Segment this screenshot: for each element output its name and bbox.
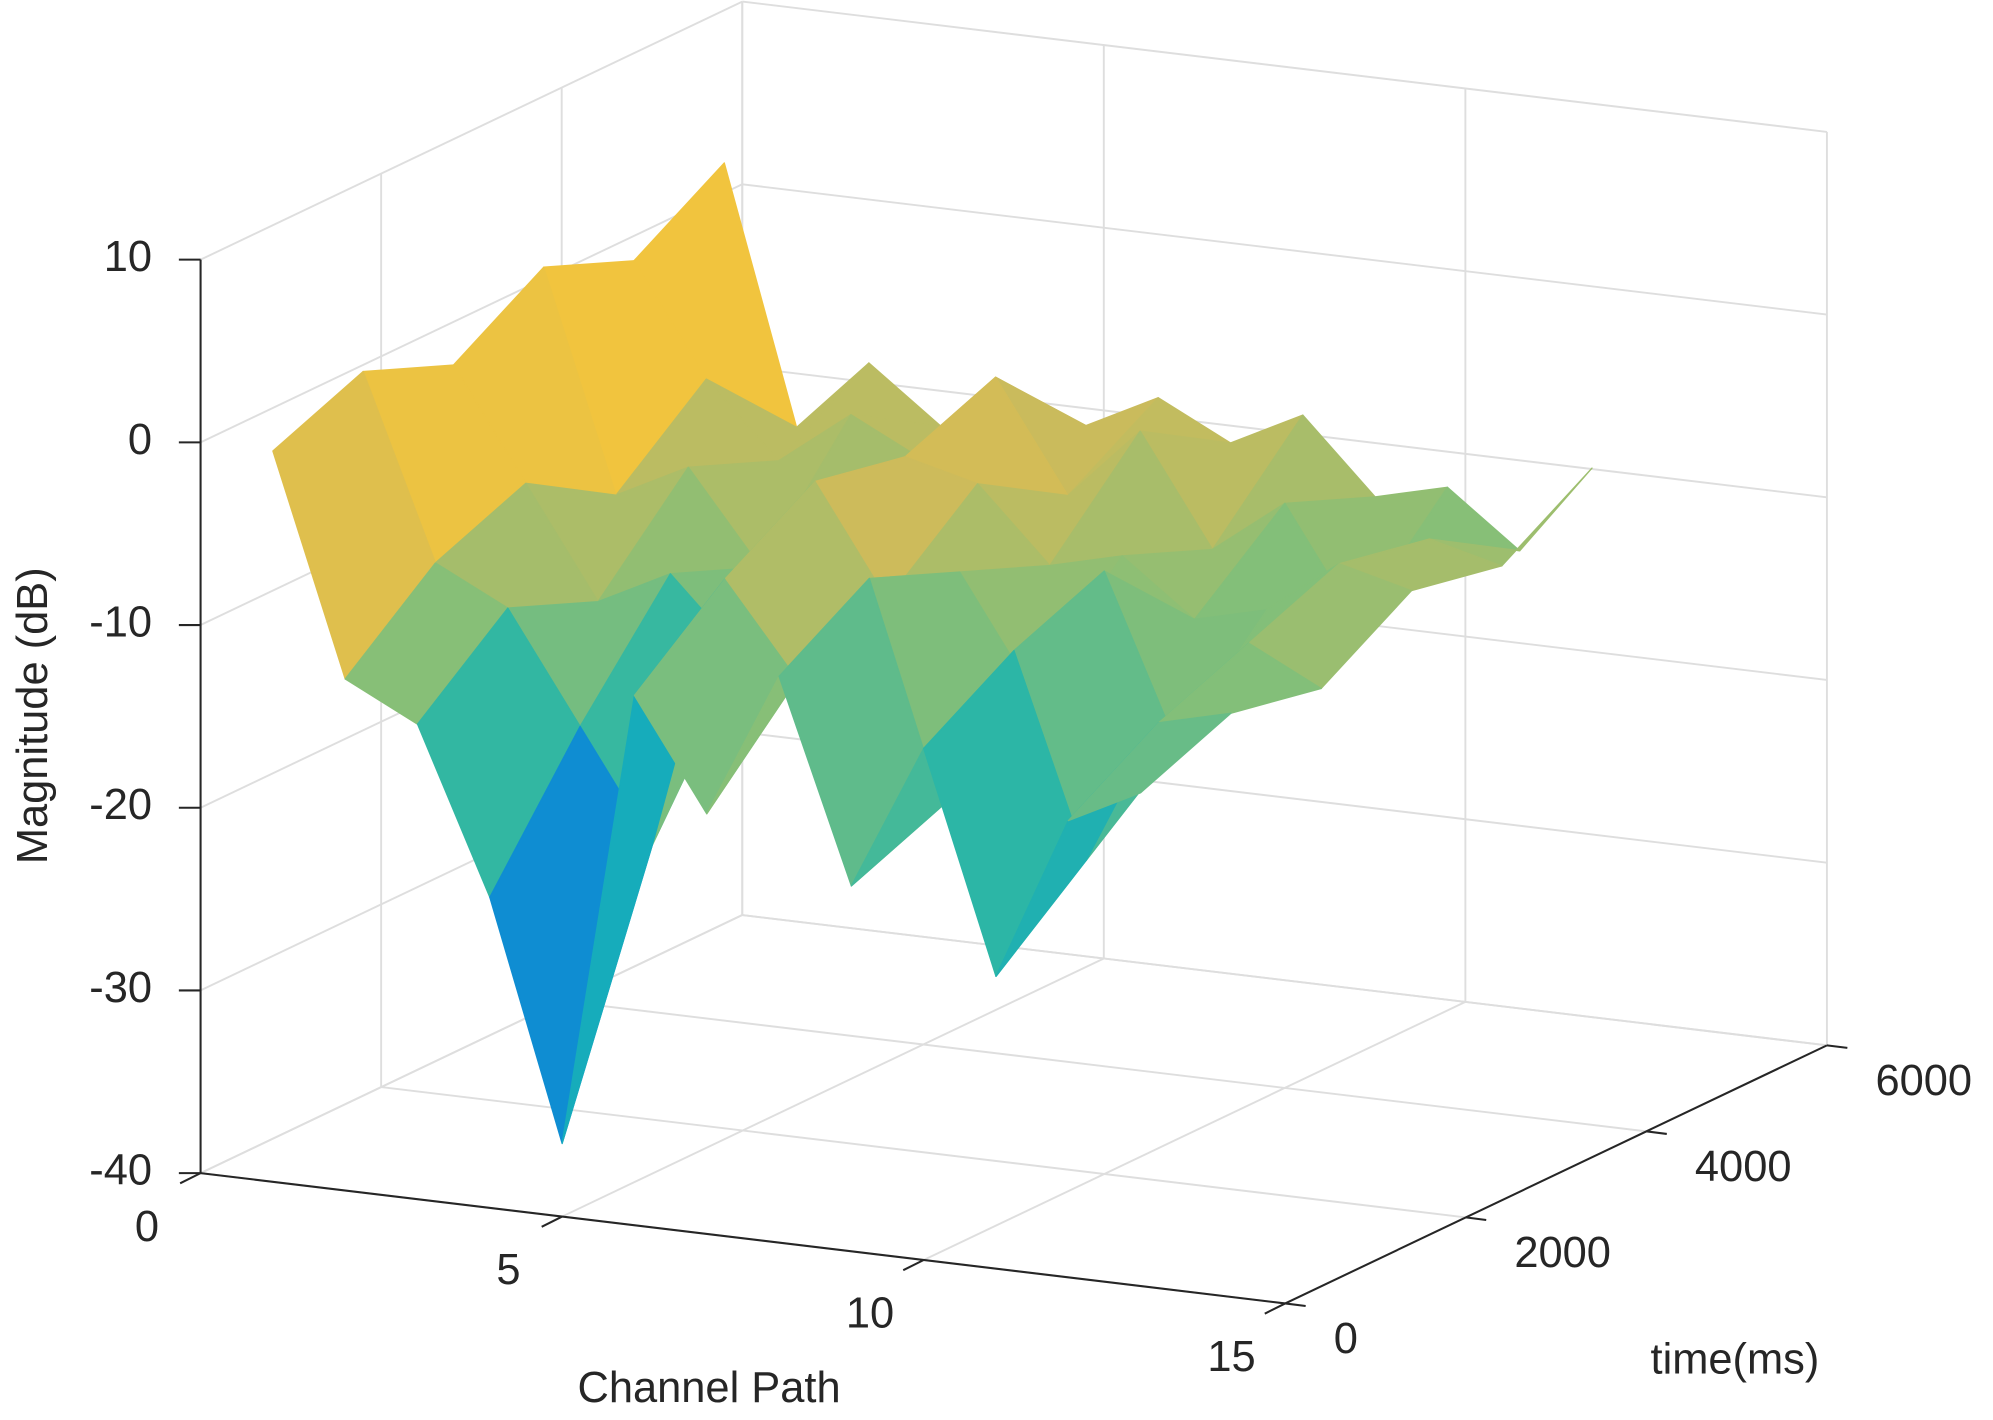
y-tick <box>1465 1216 1487 1221</box>
axes: 0 5 10 15 0 2000 4000 6000 -40 -30 -20 -10 0 10 <box>89 233 1972 1381</box>
x-tick <box>1264 1302 1286 1315</box>
x-tick-label: 15 <box>1207 1333 1255 1381</box>
grid-line <box>742 183 1828 316</box>
grid-line <box>923 1001 1466 1261</box>
x-tick-label: 5 <box>496 1246 520 1294</box>
x-tick-label: 0 <box>135 1203 159 1251</box>
grid-line <box>200 0 743 261</box>
surface-patch <box>1067 712 1232 822</box>
y-tick <box>1285 1302 1306 1307</box>
x-tick <box>902 1259 925 1272</box>
x-axis-line <box>200 1172 1286 1305</box>
x-tick-label: 10 <box>846 1290 894 1338</box>
z-tick-label: 0 <box>128 416 152 464</box>
grid-line <box>200 914 743 1174</box>
z-tick-label: -10 <box>89 599 152 647</box>
grid-line <box>742 914 1828 1047</box>
y-axis-label: time(ms) <box>1651 1336 1820 1384</box>
surface <box>272 162 1593 1145</box>
z-tick-label: -40 <box>89 1147 152 1195</box>
y-tick-label: 0 <box>1334 1315 1358 1363</box>
grid-line <box>742 0 1828 133</box>
y-tick <box>1646 1130 1667 1135</box>
z-tick-label: 10 <box>104 233 152 281</box>
z-axis-label: Magnitude (dB) <box>9 567 57 864</box>
x-tick <box>179 1172 202 1185</box>
y-tick <box>1826 1044 1848 1049</box>
grid-line <box>561 957 1105 1218</box>
grid-line <box>561 1000 1647 1133</box>
x-axis-label: Channel Path <box>577 1364 840 1412</box>
y-tick-label: 2000 <box>1514 1229 1611 1277</box>
z-tick-label: -20 <box>89 781 152 829</box>
z-tick-label: -30 <box>89 964 152 1012</box>
grid-line <box>200 183 743 444</box>
grid-line <box>381 1086 1466 1219</box>
x-tick <box>541 1215 563 1228</box>
y-tick-label: 4000 <box>1695 1143 1792 1191</box>
y-axis-line <box>1284 1044 1828 1305</box>
y-tick-label: 6000 <box>1875 1057 1972 1105</box>
